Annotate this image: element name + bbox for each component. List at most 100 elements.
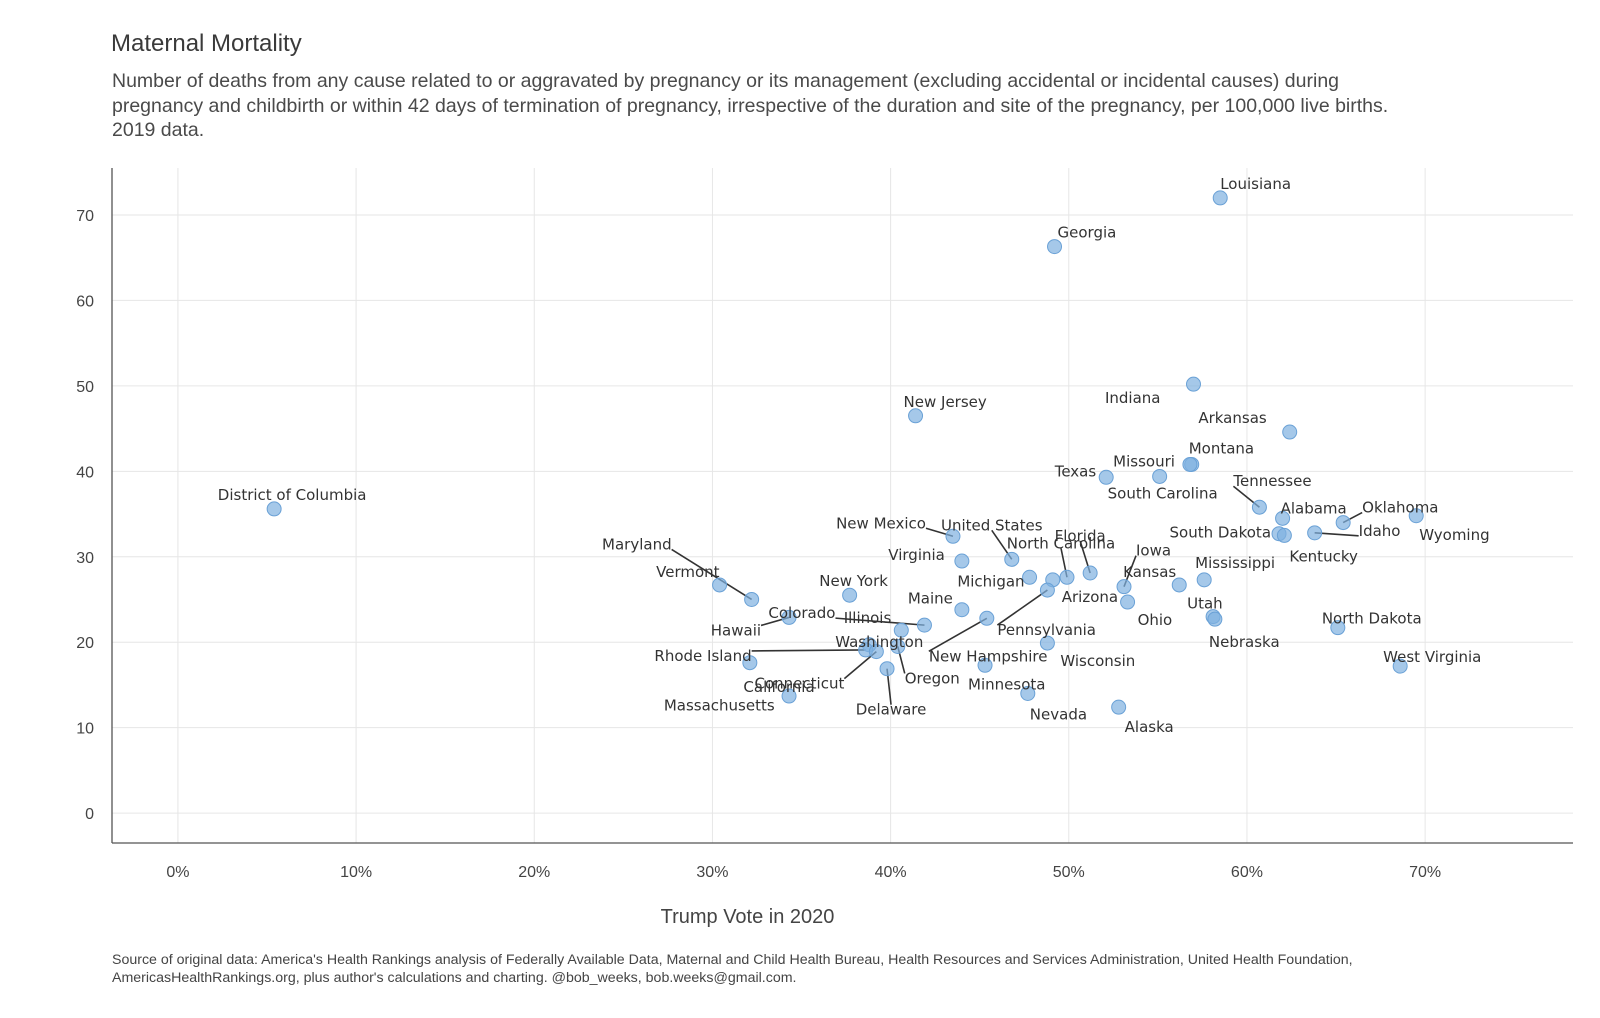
- point-label: Maine: [908, 590, 953, 608]
- point-label: Connecticut: [755, 675, 845, 693]
- data-point: [979, 610, 995, 626]
- point-label: Oklahoma: [1362, 499, 1438, 517]
- point-label: New Hampshire: [929, 647, 1048, 665]
- point-label: Alaska: [1125, 718, 1174, 736]
- data-point: [1335, 515, 1351, 531]
- data-point: [945, 528, 961, 544]
- point-label: Florida: [1055, 527, 1106, 545]
- point-label: Wyoming: [1419, 526, 1489, 544]
- data-point: [977, 657, 993, 673]
- point-label: Oregon: [905, 669, 960, 687]
- data-point: [954, 602, 970, 618]
- data-point: [1004, 551, 1020, 567]
- data-point: [1182, 456, 1198, 472]
- point-label: Washington: [835, 633, 923, 651]
- point-label: Minnesota: [968, 675, 1045, 693]
- point-label: Arizona: [1062, 588, 1118, 606]
- point-label: Ohio: [1138, 611, 1173, 629]
- data-point: [1098, 469, 1114, 485]
- point-label: Maryland: [602, 535, 672, 553]
- point-label: Utah: [1187, 595, 1223, 613]
- label-leader-line: [996, 589, 1048, 626]
- data-point: [1275, 510, 1291, 526]
- point-label: United States: [941, 516, 1043, 534]
- y-tick-label: 60: [76, 293, 94, 310]
- data-point: [1251, 499, 1267, 515]
- data-point: [1196, 572, 1212, 588]
- data-point: [1047, 239, 1063, 255]
- point-label: Georgia: [1058, 224, 1117, 242]
- point-label: South Carolina: [1108, 484, 1218, 502]
- point-label: North Dakota: [1322, 610, 1422, 628]
- data-point: [1111, 699, 1127, 715]
- point-label: Iowa: [1136, 542, 1171, 560]
- data-point: [1212, 190, 1228, 206]
- data-point: [1059, 569, 1075, 585]
- point-label: Arkansas: [1198, 409, 1267, 427]
- data-point: [916, 617, 932, 633]
- x-tick-label: 10%: [340, 864, 372, 881]
- label-leader-line: [671, 548, 753, 601]
- point-label: North Carolina: [1007, 534, 1115, 552]
- data-point: [266, 501, 282, 517]
- point-label: Illinois: [844, 609, 892, 627]
- x-tick-label: 40%: [875, 864, 907, 881]
- x-tick-label: 50%: [1053, 864, 1085, 881]
- y-tick-label: 20: [76, 635, 94, 652]
- data-point: [890, 638, 906, 654]
- data-point: [1020, 685, 1036, 701]
- point-label: District of Columbia: [218, 486, 367, 504]
- source-caption: Source of original data: America's Healt…: [112, 952, 1353, 986]
- y-tick-label: 0: [85, 806, 94, 823]
- point-label: New Jersey: [904, 393, 987, 411]
- x-tick-label: 60%: [1231, 864, 1263, 881]
- x-tick-label: 0%: [166, 864, 189, 881]
- point-label: Delaware: [856, 701, 927, 719]
- point-label: Montana: [1189, 439, 1254, 457]
- data-point: [1392, 658, 1408, 674]
- point-label: Wisconsin: [1060, 652, 1135, 670]
- point-label: Virginia: [888, 546, 945, 564]
- data-point: [1408, 508, 1424, 524]
- data-point: [1185, 376, 1201, 392]
- point-label: New Mexico: [836, 514, 926, 532]
- point-label: South Dakota: [1170, 524, 1272, 542]
- chart-title: Maternal Mortality: [111, 30, 302, 57]
- label-leader-line: [751, 649, 866, 652]
- data-point: [781, 688, 797, 704]
- point-label: Louisiana: [1220, 175, 1291, 193]
- point-label: Colorado: [768, 604, 835, 622]
- label-leader-line: [835, 617, 925, 626]
- point-label: Kentucky: [1289, 547, 1358, 565]
- data-point: [1276, 527, 1292, 543]
- point-label: Missouri: [1113, 452, 1175, 470]
- data-point: [879, 661, 895, 677]
- y-tick-label: 10: [76, 721, 94, 738]
- data-point: [954, 553, 970, 569]
- data-point: [1039, 582, 1055, 598]
- point-label: Rhode Island: [654, 647, 751, 665]
- chart-subtitle: Number of deaths from any cause related …: [112, 70, 1389, 141]
- data-point: [908, 408, 924, 424]
- data-point: [781, 609, 797, 625]
- point-label: Tennessee: [1232, 472, 1311, 490]
- data-point: [1330, 620, 1346, 636]
- point-label: Nebraska: [1209, 633, 1280, 651]
- data-point: [1152, 468, 1168, 484]
- point-label: California: [743, 678, 814, 696]
- point-label: Michigan: [957, 572, 1024, 590]
- x-tick-label: 70%: [1409, 864, 1441, 881]
- data-point: [1171, 577, 1187, 593]
- point-label: Pennsylvania: [997, 621, 1096, 639]
- data-point: [893, 622, 909, 638]
- y-tick-label: 70: [76, 208, 94, 225]
- point-label: Kansas: [1123, 563, 1176, 581]
- data-point: [1207, 611, 1223, 627]
- data-point: [1082, 565, 1098, 581]
- data-point: [742, 655, 758, 671]
- data-point: [744, 591, 760, 607]
- point-label: Mississippi: [1195, 554, 1275, 572]
- data-point: [868, 644, 884, 660]
- point-label: Nevada: [1030, 705, 1087, 723]
